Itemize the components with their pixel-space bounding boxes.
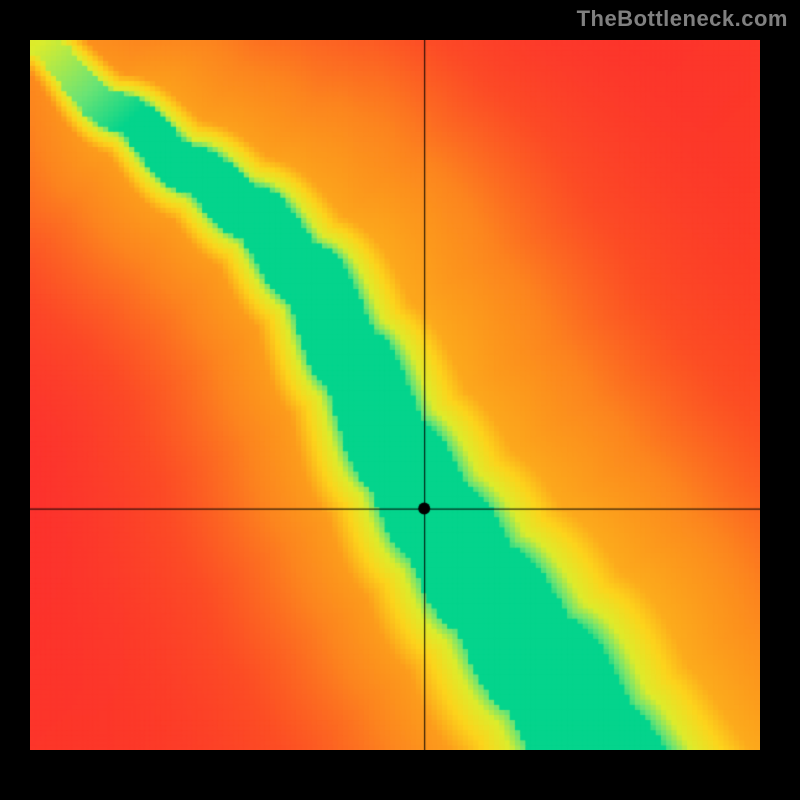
chart-container: TheBottleneck.com [0,0,800,800]
watermark-text: TheBottleneck.com [577,6,788,32]
bottleneck-heatmap [30,40,760,750]
